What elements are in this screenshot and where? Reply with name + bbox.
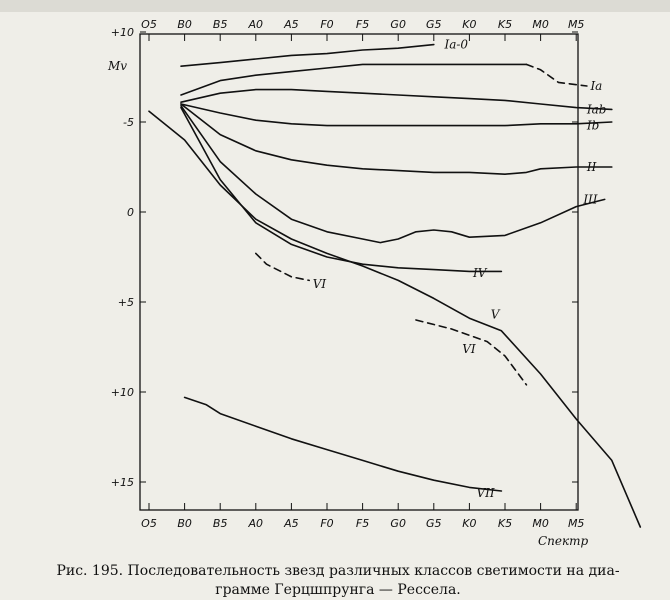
x-tick-label-bottom: A5 [283,517,299,530]
series-line-iv [180,106,503,273]
series-line-vii [183,396,503,492]
caption-line-2: грамме Герцшпрунга — Рессела. [215,582,461,598]
x-tick-label-bottom: G5 [426,517,442,530]
x-tick-label-bottom: B0 [177,517,192,530]
curve-label: IV [472,266,488,280]
series-line-ia [180,63,528,96]
y-tick-label: +5 [118,296,134,309]
curve-label: II [586,160,597,174]
curve-label: Iа-0 [443,38,468,52]
x-tick-label-top: B0 [177,18,192,31]
curve-label: VI [462,342,476,356]
y-axis-label: Mv [107,59,127,73]
x-tick-label-top: M5 [568,18,585,31]
y-tick-label: -5 [123,116,134,129]
x-tick-label-top: A5 [283,18,299,31]
y-tick-label: +15 [111,476,134,489]
x-tick-label-top: M0 [532,18,549,31]
x-tick-label-top: K0 [462,18,476,31]
x-tick-label-top: F5 [356,18,369,31]
series-line-iab [180,88,613,111]
x-tick-label-top: O5 [141,18,157,31]
plot-border [139,33,579,511]
series-line-ia-0 [180,43,435,67]
hr-diagram-chart: O5 B0 B5 A0 A5 F0 F5 G0 G5 K0 K5 M0 M5 O5 B0 B5 A0 A5 F0 F… [107,18,642,548]
figure-caption: Рис. 195. Последовательность звезд разли… [28,562,648,600]
x-ticks-bottom: O5 B0 B5 A0 A5 F0 F5 G0 G5 K0 K5 M0 M5 [141,503,584,530]
x-tick-label-top: F0 [320,18,333,31]
x-tick-label-bottom: B5 [213,517,228,530]
x-tick-label-bottom: K0 [462,517,476,530]
curve-label: VI [313,277,327,291]
series-line-ii [180,103,613,175]
y-ticks: +10 -5 0 +5 +10 +15 [111,26,578,489]
series-line-ia [525,63,588,87]
curve-label: Ib [586,119,599,133]
x-tick-label-top: G0 [390,18,406,31]
x-tick-label-bottom: A0 [248,517,264,530]
curve-label: VII [477,486,495,500]
caption-line-1: Рис. 195. Последовательность звезд разли… [56,563,620,579]
x-tick-label-bottom: G0 [390,517,406,530]
series-line-ib [180,103,613,127]
series-group [148,43,642,528]
x-tick-label-bottom: M5 [568,517,585,530]
series-line-vi [255,252,310,282]
curve-label: III [582,192,597,206]
x-tick-label-bottom: F0 [320,517,333,530]
page-top-strip [0,0,670,12]
x-axis-label: Спектр [538,534,589,548]
y-tick-label: +10 [111,26,134,39]
x-ticks-top: O5 B0 B5 A0 A5 F0 F5 G0 G5 K0 K5 M0 M5 [141,18,584,41]
x-tick-label-top: A0 [248,18,264,31]
x-tick-label-top: G5 [426,18,442,31]
y-tick-label: 0 [127,206,134,219]
series-line-v [148,110,642,528]
x-tick-label-bottom: F5 [356,517,369,530]
x-tick-label-top: K5 [498,18,512,31]
x-tick-label-bottom: K5 [498,517,512,530]
x-tick-label-bottom: M0 [532,517,549,530]
curve-label: V [491,308,501,322]
x-tick-label-bottom: O5 [141,517,157,530]
y-tick-label: +10 [111,386,134,399]
plot-frame [139,33,579,511]
x-tick-label-top: B5 [213,18,228,31]
curve-label: Iаb [586,102,607,116]
curve-label: Iа [589,79,602,93]
series-line-iii [180,105,606,244]
series-line-vi [415,319,528,386]
